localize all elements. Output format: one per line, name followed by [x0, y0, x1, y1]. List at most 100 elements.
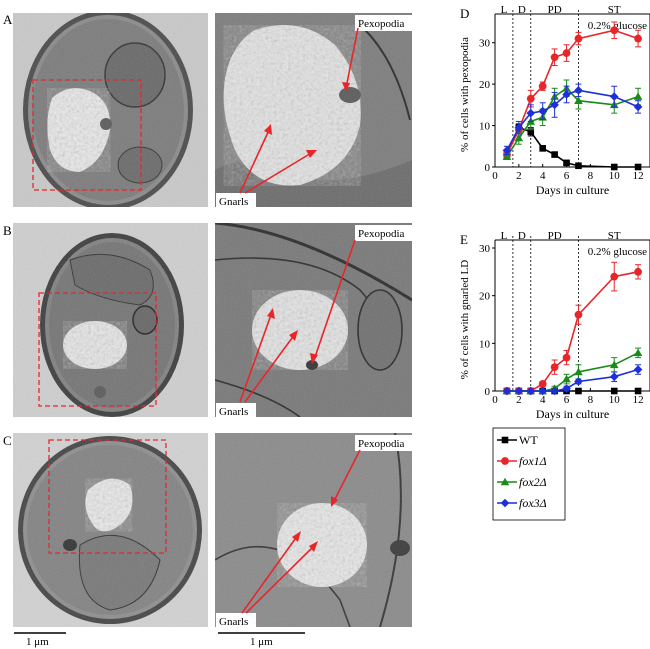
chart-d-series-fox1delta-point — [562, 49, 571, 57]
panel-b-zoom-micrograph — [215, 223, 412, 417]
panel-a-gnarls-arrowhead-1 — [264, 124, 272, 135]
chart-e-x-tick-label: 12 — [633, 394, 644, 406]
panel-b-gnarls-label-bg — [216, 403, 256, 419]
panel-b-pexopodia-arrow — [313, 239, 356, 361]
panel-b-gnarls-arrow-2 — [244, 333, 296, 403]
chart-d-y-tick-label: 10 — [479, 121, 491, 133]
chart-e-y-tick-label: 0 — [485, 386, 491, 398]
legend-item-fox1delta-marker — [501, 457, 509, 465]
chart-d-series-fox3delta-point — [550, 100, 559, 110]
panel-c-gnarls-arrow-1 — [241, 534, 299, 614]
panel-c-pexopodia-label-bg — [355, 435, 413, 451]
chart-e-series-fox1delta-point — [634, 267, 642, 276]
panel-c-gnarls-label: Gnarls — [219, 616, 248, 628]
chart-e-series-fox3delta-point — [550, 386, 559, 396]
chart-e-y-label: % of cells with gnarled LD — [459, 260, 471, 379]
legend-item-fox2delta-label: fox2Δ — [519, 475, 547, 489]
chart-d-series-fox1delta-point — [634, 34, 642, 43]
scale-bar-right-label: 1 μm — [250, 636, 273, 648]
panel-a-gnarls-arrowhead-2 — [306, 150, 317, 158]
chart-d-x-label: Days in culture — [536, 183, 609, 197]
chart-e-series-fox1delta-point — [550, 363, 559, 372]
chart-d-x-tick-label: 4 — [540, 170, 546, 182]
panel-a-pexopodia-label: Pexopodia — [358, 18, 405, 30]
chart-e-series-fox3delta-point — [633, 365, 643, 374]
panel-c-gnarls-arrowhead-1 — [292, 531, 301, 542]
chart-d-series-wt-point — [539, 145, 546, 152]
chart-e-gnarled-ld: L D PD ST 0.2% glucose 0 2 4 6 8 10 12 0 10 20 30 Days i… — [459, 230, 650, 421]
chart-d-series-fox2delta-point — [574, 96, 583, 105]
chart-e-series-fox3delta-line — [506, 368, 639, 392]
chart-e-series-fox3delta-point — [562, 384, 571, 393]
panel-c-letter: C — [3, 433, 12, 448]
chart-d-series-fox3delta-line — [506, 89, 639, 151]
chart-e-series-fox1delta-point — [562, 353, 571, 362]
legend: WT fox1Δ fox2Δ fox3Δ — [492, 427, 566, 521]
chart-e-series-fox1delta-point — [610, 272, 619, 281]
legend-item-fox3delta-label: fox3Δ — [519, 496, 547, 510]
chart-d-y-label: % of cells with pexopodia — [459, 37, 471, 152]
legend-item-fox3delta-marker — [500, 498, 510, 508]
panel-c-gnarls-label-bg — [216, 613, 256, 629]
chart-d-series-wt-point — [634, 163, 642, 171]
panel-b-gnarls-arrow-1 — [239, 311, 273, 403]
chart-e-series-fox3delta-point — [502, 386, 512, 396]
chart-e-x-label: Days in culture — [536, 407, 609, 421]
panel-b-gnarls-arrowhead-1 — [267, 308, 275, 319]
chart-d-annotation: 0.2% glucose — [588, 20, 647, 32]
chart-e-x-tick-label: 0 — [492, 394, 498, 406]
chart-e-phase-label-l: L — [501, 230, 508, 242]
chart-d-series-fox3delta-point — [633, 102, 643, 112]
chart-d-series-fox3delta-point — [562, 90, 571, 99]
chart-d-series-fox1delta-point — [550, 53, 559, 62]
chart-d-series-fox3delta-point — [502, 146, 512, 155]
panel-a-pexopodia-arrow — [345, 27, 359, 89]
panel-a-zoom-micrograph — [215, 13, 412, 207]
panel-c-zoom-box — [48, 439, 167, 554]
chart-d-phase-label-pd: PD — [548, 4, 562, 16]
chart-e-series-fox3delta-point — [574, 377, 583, 386]
chart-d-series-fox3delta-point — [538, 106, 547, 116]
panel-c-pexopodia-arrow — [332, 449, 361, 504]
chart-e-y-tick-label: 20 — [479, 291, 491, 303]
chart-e-phase-label-d: D — [518, 230, 526, 242]
chart-d-y-tick-label: 30 — [479, 38, 491, 50]
panel-a-gnarls-arrow-1 — [239, 127, 271, 194]
chart-d-series-wt-point — [563, 159, 570, 167]
chart-d-phase-label-d: D — [518, 4, 526, 16]
chart-d-series-fox1delta-point — [526, 94, 535, 103]
chart-d-x-tick-label: 2 — [516, 170, 522, 182]
chart-e-series-fox2delta-point — [562, 374, 571, 383]
panel-a-zoom-box — [32, 79, 142, 191]
legend-item-wt-marker — [501, 436, 509, 444]
chart-d-series-wt-point — [610, 163, 618, 171]
chart-e-phase-label-pd: PD — [548, 230, 562, 242]
panel-c-zoom-micrograph — [215, 433, 412, 627]
panel-a-letter: A — [3, 12, 13, 27]
chart-d-series-fox3delta-point — [526, 108, 536, 118]
chart-d-phase-label-l: L — [501, 4, 508, 16]
panel-b-pexopodia-label: Pexopodia — [358, 228, 405, 240]
panel-a-gnarls-label: Gnarls — [219, 196, 248, 208]
panel-c-pexopodia-arrowhead — [331, 496, 338, 507]
chart-d-series-fox1delta-point — [538, 82, 547, 91]
panel-b-overview-micrograph — [13, 223, 208, 417]
chart-e-series-fox3delta-point — [609, 372, 619, 381]
chart-d-series-fox3delta-point — [609, 92, 619, 101]
panel-c-overview-micrograph — [13, 433, 208, 627]
scale-bar-left-label: 1 μm — [26, 636, 49, 648]
chart-d-y-tick-label: 20 — [479, 79, 491, 91]
chart-e-series-fox3delta-point — [526, 386, 536, 396]
legend-item-wt-label: WT — [519, 433, 538, 447]
panel-a-gnarls-label-bg — [216, 193, 256, 209]
chart-e-series-wt-point — [575, 387, 582, 395]
chart-d-x-tick-label: 6 — [564, 170, 570, 182]
chart-e-x-tick-label: 6 — [564, 394, 570, 406]
chart-e-series-fox1delta-point — [538, 379, 547, 388]
chart-d-series-wt-point — [527, 128, 535, 136]
chart-e-letter: E — [460, 232, 468, 247]
chart-e-phase-label-st: ST — [608, 230, 621, 242]
panel-b-gnarls-label: Gnarls — [219, 406, 248, 418]
